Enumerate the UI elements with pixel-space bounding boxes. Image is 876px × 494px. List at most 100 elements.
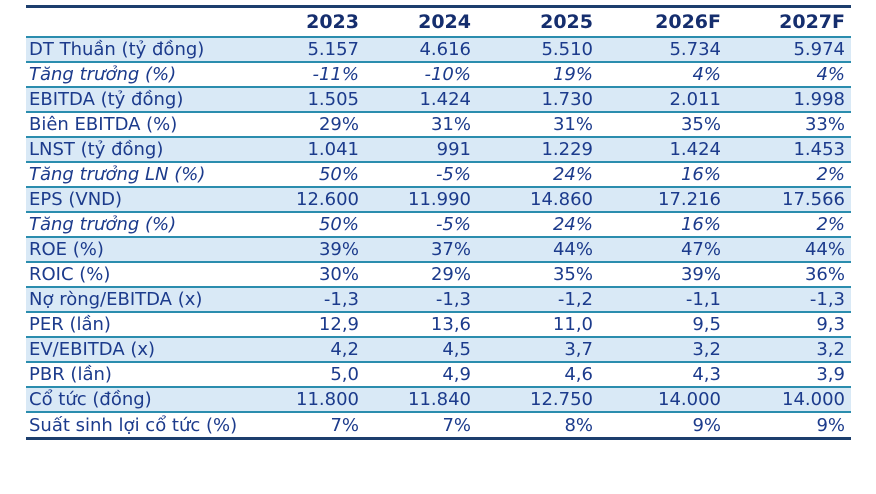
table-row: EPS (VND) 12.600 11.990 14.860 17.216 17.566 — [26, 187, 851, 213]
metric-label: PER (lần) — [26, 312, 270, 338]
metric-value: 4,6 — [477, 362, 599, 388]
metric-label: ROIC (%) — [26, 262, 270, 288]
metric-value: 39% — [270, 237, 365, 263]
metric-value: 5.974 — [727, 37, 851, 63]
metric-value: 30% — [270, 262, 365, 288]
metric-label: Tăng trưởng (%) — [26, 212, 270, 238]
metric-value: 16% — [599, 162, 727, 188]
metric-value: 11,0 — [477, 312, 599, 338]
metric-value: -1,3 — [365, 287, 477, 313]
metric-value: 5,0 — [270, 362, 365, 388]
table-row: Tăng trưởng (%) -11% -10% 19% 4% 4% — [26, 62, 851, 88]
metric-value: 2.011 — [599, 87, 727, 113]
metric-value: -10% — [365, 62, 477, 88]
metric-value: 4,2 — [270, 337, 365, 363]
metric-value: 31% — [365, 112, 477, 138]
metric-value: 50% — [270, 212, 365, 238]
metric-value: 4,3 — [599, 362, 727, 388]
year-header-2027f: 2027F — [727, 8, 851, 38]
metric-value: -1,3 — [270, 287, 365, 313]
metric-label: EBITDA (tỷ đồng) — [26, 87, 270, 113]
metric-value: 1.505 — [270, 87, 365, 113]
metric-value: 5.734 — [599, 37, 727, 63]
metric-label: Biên EBITDA (%) — [26, 112, 270, 138]
metric-value: 4.616 — [365, 37, 477, 63]
metric-label: Cổ tức (đồng) — [26, 387, 270, 413]
metric-value: 2% — [727, 162, 851, 188]
table-row: Biên EBITDA (%) 29% 31% 31% 35% 33% — [26, 112, 851, 138]
table-row: ROE (%) 39% 37% 44% 47% 44% — [26, 237, 851, 263]
metric-value: 3,9 — [727, 362, 851, 388]
metric-value: -1,3 — [727, 287, 851, 313]
year-header-2025: 2025 — [477, 8, 599, 38]
metric-column-header — [26, 8, 270, 38]
metric-label: EPS (VND) — [26, 187, 270, 213]
metric-label: Tăng trưởng LN (%) — [26, 162, 270, 188]
table-row: DT Thuần (tỷ đồng) 5.157 4.616 5.510 5.734 5.… — [26, 37, 851, 63]
year-header-2026f: 2026F — [599, 8, 727, 38]
metric-label: Nợ ròng/EBITDA (x) — [26, 287, 270, 313]
metric-value: 9,5 — [599, 312, 727, 338]
table-row: ROIC (%) 30% 29% 35% 39% 36% — [26, 262, 851, 288]
metric-value: 1.998 — [727, 87, 851, 113]
metric-value: 17.216 — [599, 187, 727, 213]
table-row: PBR (lần) 5,0 4,9 4,6 4,3 3,9 — [26, 362, 851, 388]
table-row: Nợ ròng/EBITDA (x) -1,3 -1,3 -1,2 -1,1 -1,3 — [26, 287, 851, 313]
metric-label: PBR (lần) — [26, 362, 270, 388]
metric-value: 35% — [477, 262, 599, 288]
table-row: Tăng trưởng (%) 50% -5% 24% 16% 2% — [26, 212, 851, 238]
metric-value: 24% — [477, 162, 599, 188]
metric-value: 36% — [727, 262, 851, 288]
table-row: PER (lần) 12,9 13,6 11,0 9,5 9,3 — [26, 312, 851, 338]
metric-value: -1,2 — [477, 287, 599, 313]
metric-label: ROE (%) — [26, 237, 270, 263]
metric-value: 4% — [727, 62, 851, 88]
metric-value: 3,7 — [477, 337, 599, 363]
table-row: EBITDA (tỷ đồng) 1.505 1.424 1.730 2.011 1.99… — [26, 87, 851, 113]
table-body: DT Thuần (tỷ đồng) 5.157 4.616 5.510 5.734 5.… — [26, 37, 851, 437]
metric-value: 11.800 — [270, 387, 365, 413]
year-header-2024: 2024 — [365, 8, 477, 38]
year-header-2023: 2023 — [270, 8, 365, 38]
metric-value: 12.600 — [270, 187, 365, 213]
metric-value: 44% — [477, 237, 599, 263]
table-row: Cổ tức (đồng) 11.800 11.840 12.750 14.000 14.… — [26, 387, 851, 413]
metric-value: 44% — [727, 237, 851, 263]
metric-value: 8% — [564, 414, 593, 436]
metric-value: 4% — [599, 62, 727, 88]
metric-value: 4,9 — [365, 362, 477, 388]
metric-value: -1,1 — [599, 287, 727, 313]
metric-value: 19% — [477, 62, 599, 88]
metric-value: 7% — [442, 414, 471, 436]
metric-label: Suất sinh lợi cổ tức (%) — [29, 414, 238, 436]
metric-value: 4,5 — [365, 337, 477, 363]
metric-value: 1.424 — [599, 137, 727, 163]
metric-value: 5.510 — [477, 37, 599, 63]
metric-value: 9,3 — [727, 312, 851, 338]
metric-value: 29% — [365, 262, 477, 288]
table-row: Tăng trưởng LN (%) 50% -5% 24% 16% 2% — [26, 162, 851, 188]
metric-value: -11% — [270, 62, 365, 88]
metric-value: 24% — [477, 212, 599, 238]
metric-label: LNST (tỷ đồng) — [26, 137, 270, 163]
metric-value: 16% — [599, 212, 727, 238]
metric-value: 1.229 — [477, 137, 599, 163]
metric-value: 14.860 — [477, 187, 599, 213]
metric-value: 1.041 — [270, 137, 365, 163]
metric-value: 14.000 — [599, 387, 727, 413]
metric-value: 1.424 — [365, 87, 477, 113]
metric-value: -5% — [365, 212, 477, 238]
metric-value: 3,2 — [599, 337, 727, 363]
metric-value: 39% — [599, 262, 727, 288]
metric-value: 13,6 — [365, 312, 477, 338]
metric-value: 5.157 — [270, 37, 365, 63]
metric-value: 9% — [692, 414, 721, 436]
metric-value: 11.840 — [365, 387, 477, 413]
metric-value: 1.730 — [477, 87, 599, 113]
metric-label: DT Thuần (tỷ đồng) — [26, 37, 270, 63]
header-row: 2023 2024 2025 2026F 2027F — [26, 8, 851, 38]
metric-value: 31% — [477, 112, 599, 138]
metric-value: 17.566 — [727, 187, 851, 213]
metric-value: 9% — [816, 414, 845, 436]
metric-value: -5% — [365, 162, 477, 188]
